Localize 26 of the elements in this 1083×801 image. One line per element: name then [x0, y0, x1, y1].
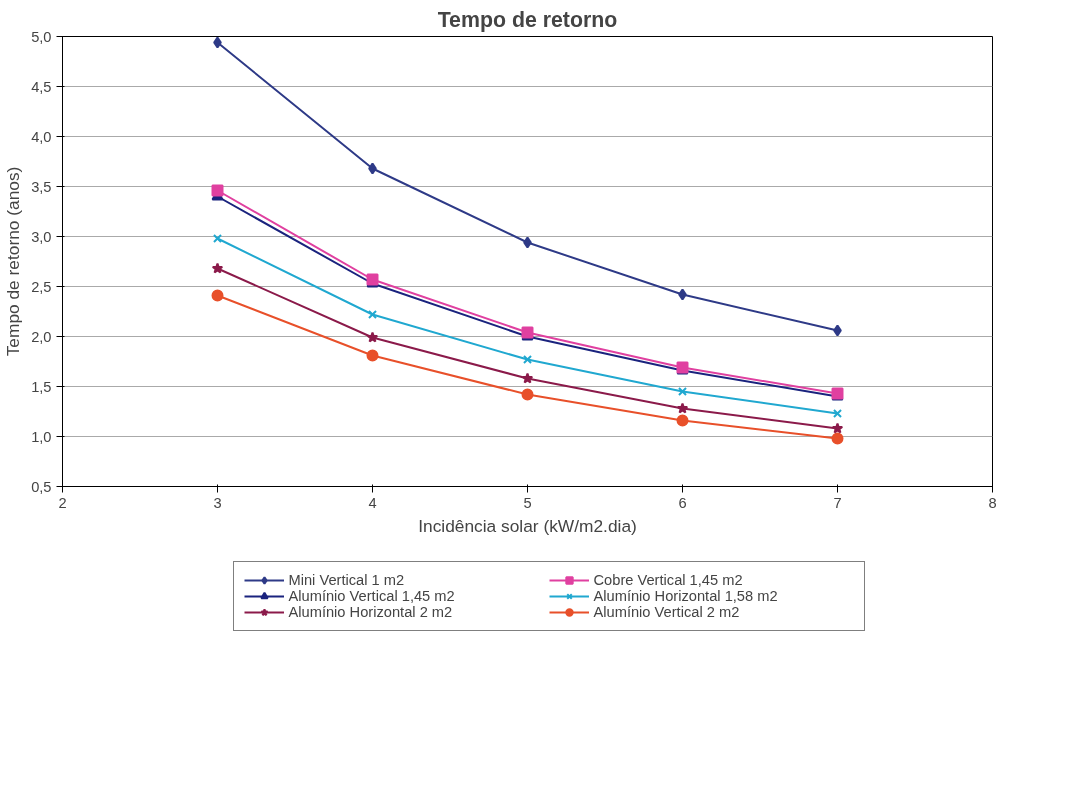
legend-label: Alumínio Vertical 2 m2	[593, 603, 741, 620]
x-tick-label: 6	[678, 494, 687, 511]
y-tick-label: 2,0	[31, 328, 52, 345]
legend-label: Alumínio Horizontal 2 m2	[288, 603, 454, 620]
y-tick-label: 4,0	[31, 128, 52, 145]
x-tick-label: 4	[368, 494, 377, 511]
y-tick-label: 2,5	[31, 278, 52, 295]
y-tick-label: 3,5	[31, 178, 52, 195]
x-tick-label: 7	[833, 494, 842, 511]
y-tick-label: 4,5	[31, 78, 52, 95]
y-axis-title: Tempo de retorno (anos)	[3, 166, 24, 357]
chart-title: Tempo de retorno	[437, 7, 618, 32]
x-axis-title: Incidência solar (kW/m2.dia)	[418, 515, 637, 536]
x-tick-label: 5	[523, 494, 532, 511]
legend-label: Cobre Vertical 1,45 m2	[593, 571, 744, 588]
x-tick-label: 8	[988, 494, 997, 511]
x-tick-label: 3	[213, 494, 222, 511]
x-tick-label: 2	[58, 494, 67, 511]
y-tick-label: 1,0	[31, 428, 52, 445]
y-tick-label: 3,0	[31, 228, 52, 245]
y-tick-label: 1,5	[31, 378, 52, 395]
y-tick-label: 5,0	[31, 28, 52, 45]
legend-label: Alumínio Vertical 1,45 m2	[288, 587, 456, 604]
y-tick-label: 0,5	[31, 478, 52, 495]
legend-label: Mini Vertical 1 m2	[288, 571, 406, 588]
legend-label: Alumínio Horizontal 1,58 m2	[593, 587, 779, 604]
